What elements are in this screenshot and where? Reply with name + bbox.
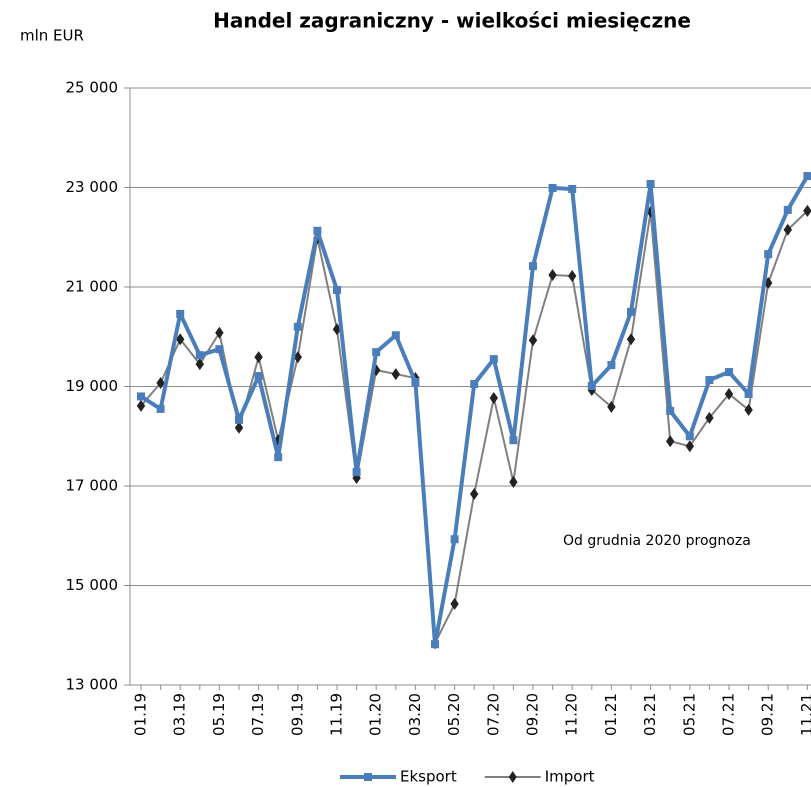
point: [215, 345, 224, 354]
x-tick-label: 07.21: [720, 693, 738, 736]
point: [333, 285, 341, 294]
legend-label: Import: [545, 768, 595, 786]
point: [391, 331, 400, 340]
point: [627, 307, 635, 316]
point: [725, 368, 733, 377]
point: [176, 333, 185, 346]
y-tick-label: 19 000: [66, 377, 119, 395]
point: [803, 204, 811, 217]
point: [313, 226, 322, 235]
point: [764, 250, 773, 259]
x-tick-label: 03.20: [406, 693, 424, 736]
point: [529, 262, 537, 271]
point: [215, 326, 224, 339]
x-tick-label: 01.19: [132, 693, 150, 736]
y-axis-label: mln EUR: [20, 27, 84, 45]
point: [234, 421, 244, 434]
annotation: Od grudnia 2020 prognoza: [563, 533, 751, 549]
point: [783, 205, 792, 214]
x-tick-label: 05.20: [445, 693, 463, 736]
point: [156, 377, 165, 390]
point: [783, 223, 792, 236]
point: [528, 334, 538, 347]
point: [705, 411, 714, 424]
point: [195, 351, 204, 360]
point: [568, 270, 577, 283]
y-tick-label: 25 000: [66, 79, 119, 97]
point: [254, 372, 263, 381]
point: [136, 399, 146, 412]
point: [352, 468, 361, 477]
legend-marker: [508, 771, 517, 783]
x-tick-label: 03.19: [171, 693, 189, 736]
point: [391, 368, 400, 381]
x-tick-label: 11.21: [798, 693, 811, 736]
legend-label: Eksport: [400, 768, 457, 786]
legend-marker: [364, 773, 372, 781]
point: [724, 387, 734, 400]
point: [450, 535, 459, 544]
point: [568, 184, 577, 193]
y-tick-label: 17 000: [66, 477, 119, 495]
point: [646, 180, 655, 189]
point: [685, 440, 694, 453]
point: [548, 269, 557, 282]
point: [489, 355, 498, 364]
point: [176, 309, 185, 318]
x-tick-label: 09.20: [524, 693, 542, 736]
x-tick-label: 05.21: [680, 693, 698, 736]
y-tick-label: 21 000: [66, 278, 119, 296]
point: [156, 404, 165, 413]
point: [803, 172, 811, 181]
x-tick-label: 07.19: [249, 693, 267, 736]
point: [744, 403, 753, 416]
x-tick-label: 11.19: [328, 693, 346, 736]
point: [666, 406, 675, 415]
x-tick-label: 09.19: [288, 693, 306, 736]
point: [685, 432, 694, 441]
point: [626, 333, 636, 346]
x-tick-label: 01.21: [602, 693, 620, 736]
y-tick-label: 23 000: [66, 178, 119, 196]
series-line: [139, 175, 810, 647]
point: [470, 487, 479, 500]
point: [744, 389, 753, 398]
point: [607, 361, 616, 370]
point: [411, 378, 420, 387]
point: [195, 358, 204, 371]
x-tick-label: 09.21: [759, 693, 777, 736]
y-tick-label: 13 000: [66, 676, 119, 694]
point: [254, 351, 263, 364]
x-tick-label: 11.20: [563, 693, 581, 736]
point: [587, 382, 596, 391]
x-tick-label: 01.20: [367, 693, 385, 736]
x-tick-label: 03.21: [641, 693, 659, 736]
point: [372, 348, 381, 357]
point: [235, 415, 243, 424]
point: [607, 400, 616, 413]
point: [470, 380, 479, 389]
chart-title: Handel zagraniczny - wielkości miesięczn…: [213, 9, 691, 33]
point: [274, 453, 283, 462]
point: [764, 277, 773, 290]
y-tick-label: 15 000: [66, 576, 119, 594]
point: [137, 392, 145, 401]
point: [293, 322, 302, 331]
point: [431, 640, 439, 649]
point: [489, 391, 498, 404]
point: [509, 436, 518, 445]
point: [705, 376, 714, 385]
point: [509, 476, 518, 489]
point: [450, 597, 459, 610]
point: [548, 183, 557, 192]
point: [666, 435, 675, 448]
x-tick-label: 07.20: [484, 693, 502, 736]
x-tick-label: 05.19: [210, 693, 228, 736]
